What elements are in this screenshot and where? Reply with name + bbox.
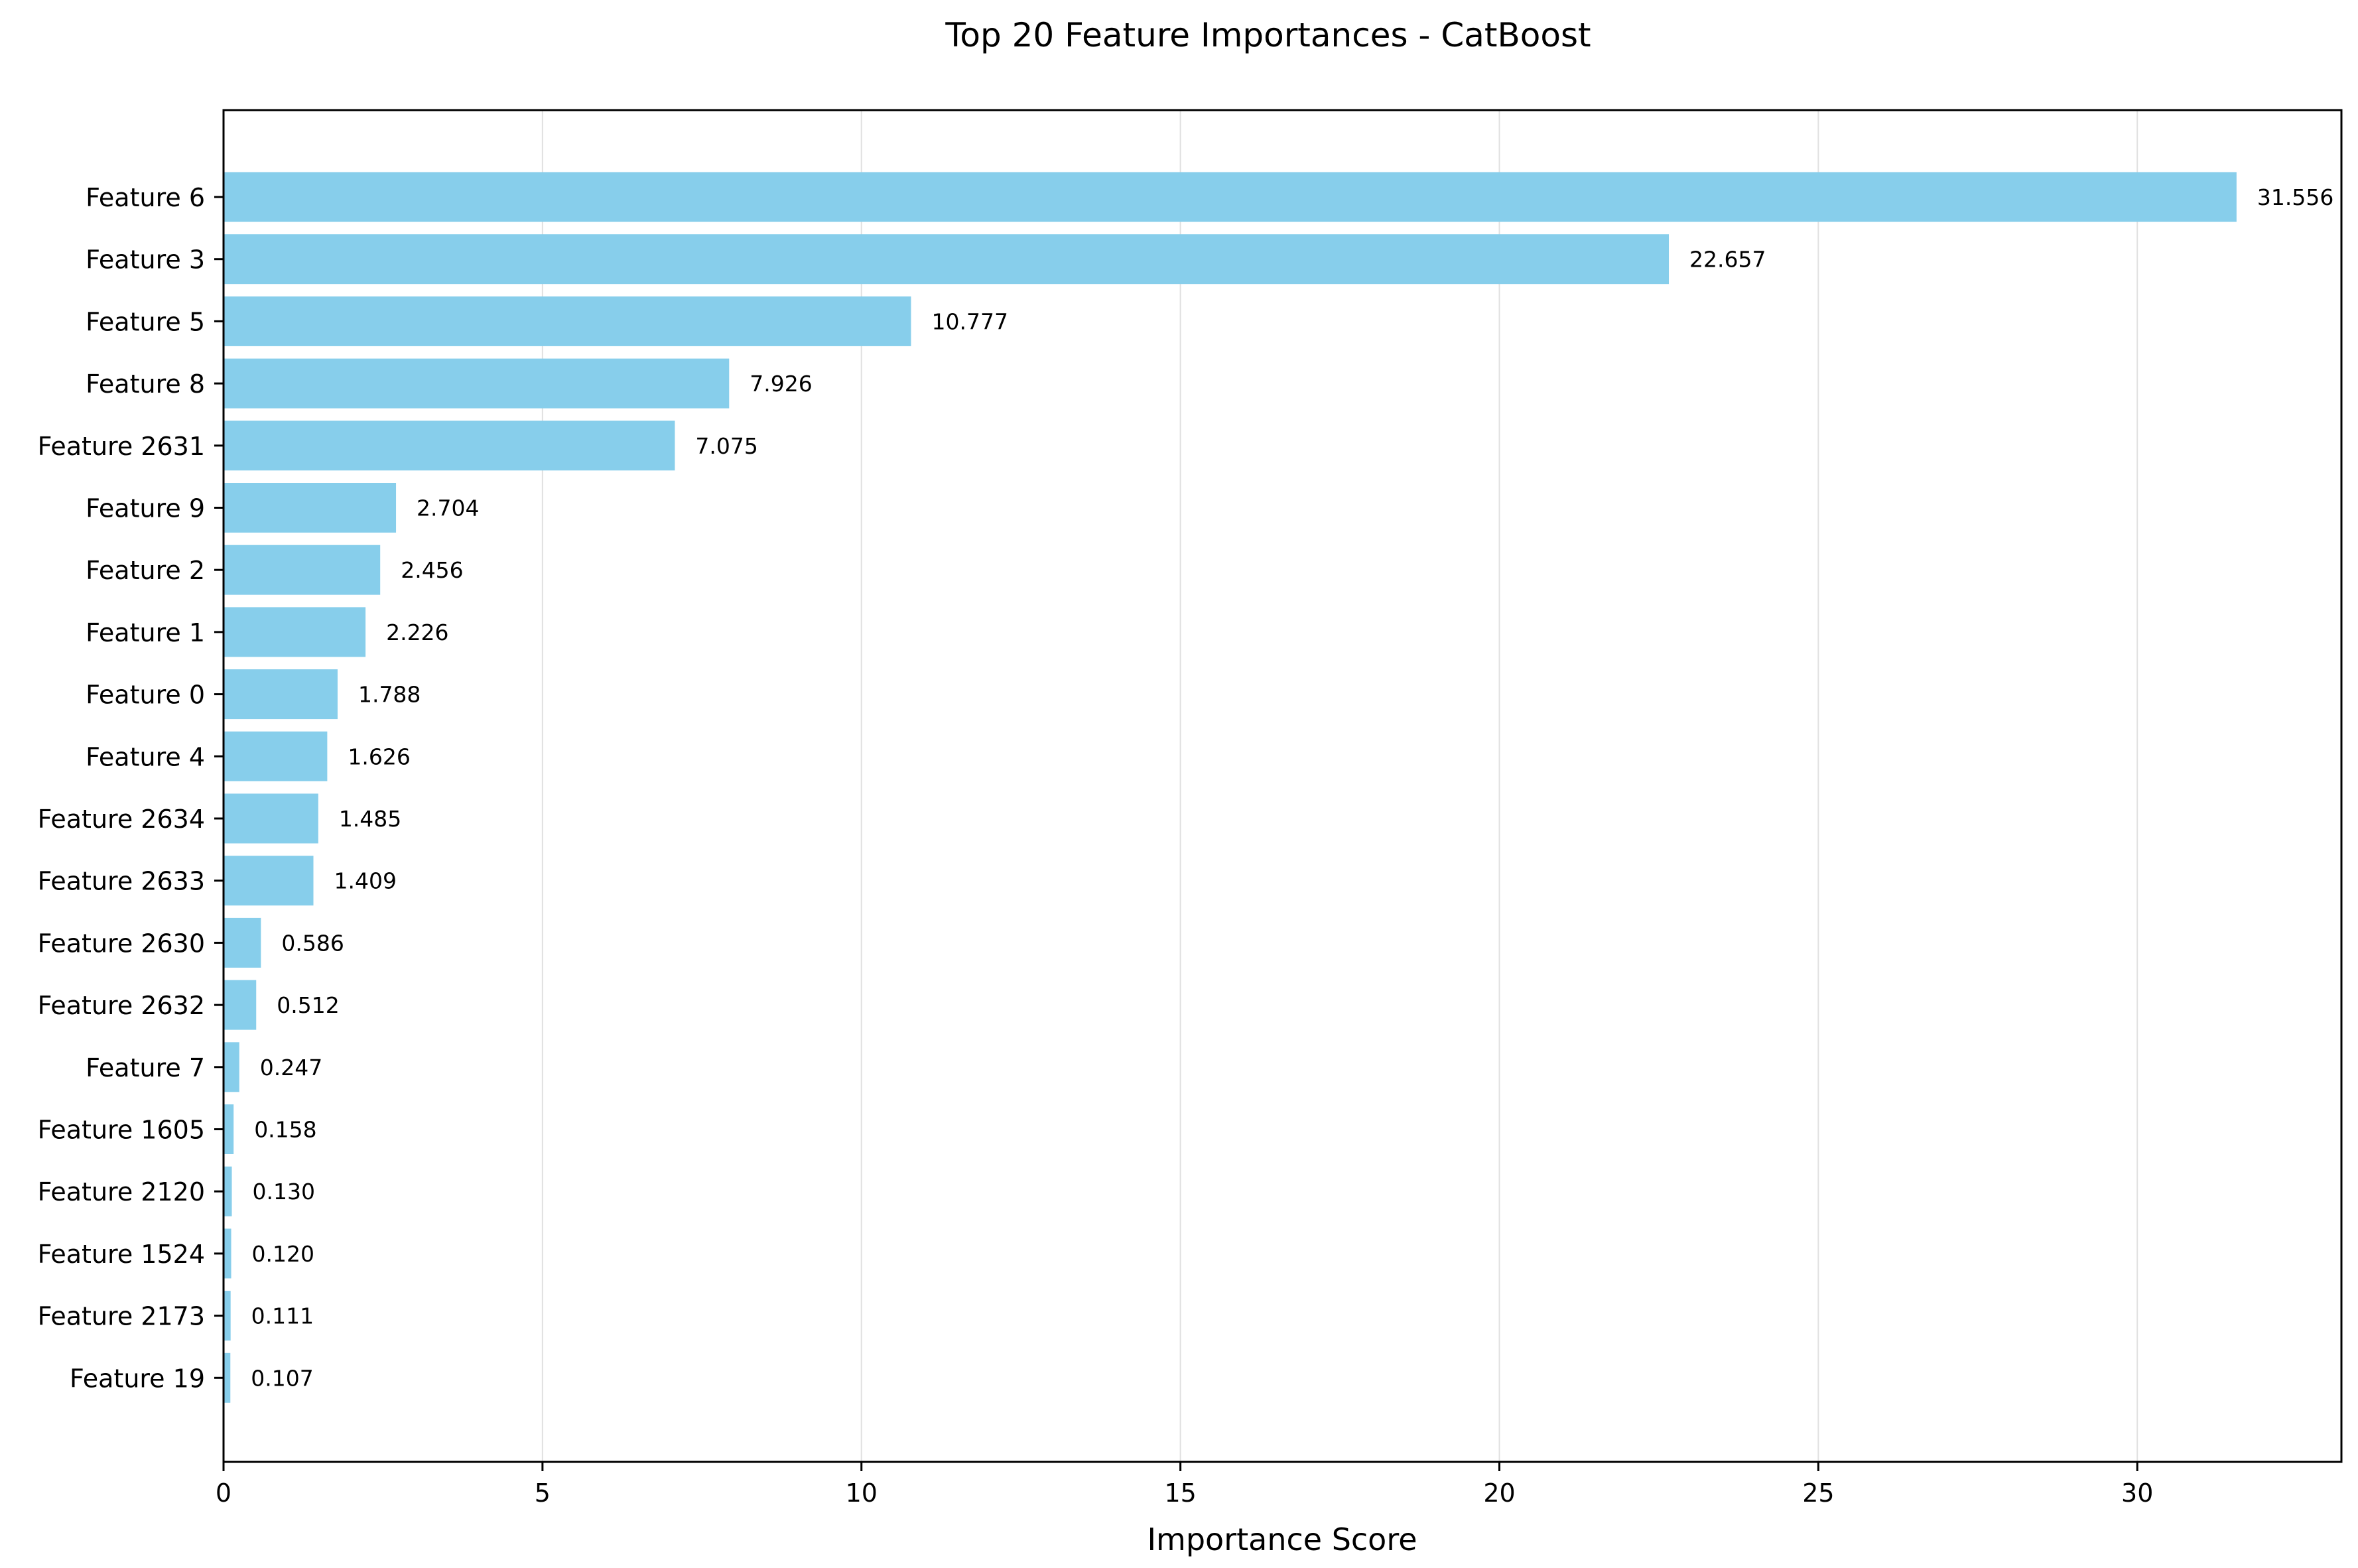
bar xyxy=(224,1228,231,1279)
bar-value-label: 0.107 xyxy=(251,1365,313,1391)
bar xyxy=(224,731,328,781)
bar-value-label: 22.657 xyxy=(1689,247,1766,273)
x-tick-label: 30 xyxy=(2121,1478,2153,1508)
x-tick-label: 25 xyxy=(1802,1478,1834,1508)
bar-value-label: 1.788 xyxy=(358,682,421,708)
y-tick-label: Feature 1 xyxy=(86,618,205,647)
y-axis: Feature 6 Feature 3 Feature 5 Feature 8 Feat… xyxy=(38,183,224,1393)
y-tick-label: Feature 1605 xyxy=(38,1116,205,1145)
bar xyxy=(224,1291,231,1341)
bar xyxy=(224,358,730,409)
y-tick-label: Feature 2632 xyxy=(38,991,205,1020)
bar-value-label: 0.130 xyxy=(253,1179,315,1205)
y-tick-label: Feature 1524 xyxy=(38,1240,205,1269)
x-tick-label: 20 xyxy=(1483,1478,1515,1508)
chart-title: Top 20 Feature Importances - CatBoost xyxy=(945,16,1591,54)
y-tick-label: Feature 4 xyxy=(86,742,205,771)
y-tick-label: Feature 9 xyxy=(86,494,205,523)
bar-value-label: 0.586 xyxy=(281,930,344,956)
y-tick-label: Feature 2 xyxy=(86,556,205,585)
plot-frame xyxy=(222,109,2343,1463)
bar-value-label: 1.485 xyxy=(339,806,401,832)
y-tick-label: Feature 2633 xyxy=(38,867,205,896)
y-tick-label: Feature 6 xyxy=(86,183,205,212)
y-tick-label: Feature 2631 xyxy=(38,432,205,461)
y-tick-label: Feature 19 xyxy=(70,1364,205,1393)
x-tick-label: 5 xyxy=(535,1478,551,1508)
bar xyxy=(224,669,338,720)
bar-value-label: 1.626 xyxy=(348,744,410,769)
bar-value-label: 10.777 xyxy=(931,308,1008,334)
bar-value-label: 0.120 xyxy=(252,1241,314,1267)
bar xyxy=(224,483,397,533)
y-tick-label: Feature 2173 xyxy=(38,1302,205,1331)
bar-value-label: 0.111 xyxy=(251,1303,314,1329)
bar-value-label: 7.926 xyxy=(750,371,812,397)
x-tick-label: 0 xyxy=(216,1478,231,1508)
bar xyxy=(224,607,366,657)
bar xyxy=(224,1352,231,1403)
bar xyxy=(224,545,381,595)
y-tick-label: Feature 2120 xyxy=(38,1177,205,1207)
bar-value-label: 2.456 xyxy=(401,557,463,583)
x-axis-title: Importance Score xyxy=(1147,1522,1417,1557)
value-labels: 31.556 22.657 10.777 7.926 7.075 2.704 2.456 2.… xyxy=(251,184,2333,1391)
bars xyxy=(224,172,2237,1403)
x-axis: 0 5 10 15 20 25 30 xyxy=(216,1462,2153,1508)
bar xyxy=(224,856,314,906)
y-tick-label: Feature 0 xyxy=(86,681,205,710)
bar-value-label: 7.075 xyxy=(695,433,757,459)
y-tick-label: Feature 7 xyxy=(86,1053,205,1082)
bar-value-label: 2.704 xyxy=(417,495,479,521)
bar xyxy=(224,980,257,1030)
y-tick-label: Feature 8 xyxy=(86,369,205,399)
y-tick-label: Feature 5 xyxy=(86,307,205,336)
bar xyxy=(224,296,911,346)
x-tick-label: 15 xyxy=(1164,1478,1196,1508)
bar xyxy=(224,1166,232,1216)
bar-value-label: 0.512 xyxy=(277,992,339,1018)
bar-value-label: 1.409 xyxy=(334,868,397,894)
x-tick-label: 10 xyxy=(846,1478,878,1508)
bar-value-label: 0.158 xyxy=(254,1117,316,1143)
y-tick-label: Feature 2634 xyxy=(38,805,205,834)
y-tick-label: Feature 2630 xyxy=(38,929,205,958)
bar xyxy=(224,1042,239,1092)
bar xyxy=(224,421,675,471)
bar xyxy=(224,234,1670,285)
y-tick-label: Feature 3 xyxy=(86,245,205,275)
bar xyxy=(224,917,261,968)
bar xyxy=(224,172,2237,222)
bar-value-label: 0.247 xyxy=(260,1055,322,1080)
bar-value-label: 2.226 xyxy=(386,620,448,645)
bar-value-label: 31.556 xyxy=(2257,184,2333,210)
bar xyxy=(224,1104,234,1154)
bar xyxy=(224,793,318,844)
